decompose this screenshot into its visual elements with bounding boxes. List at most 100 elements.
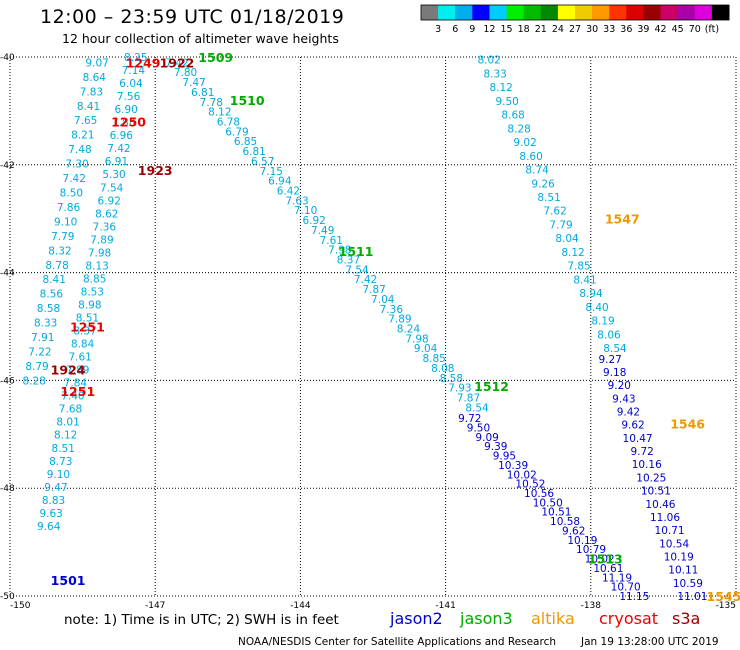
swh-value: 11.15: [619, 591, 649, 603]
colorbar-label: 3: [435, 24, 441, 35]
swh-value: 8.54: [603, 343, 627, 355]
pass-label: 1250: [111, 115, 146, 130]
lat-label: -40: [0, 53, 15, 63]
swh-value: 8.08: [431, 363, 454, 375]
swh-value: 7.48: [68, 144, 91, 156]
swh-value: 8.51: [76, 313, 99, 325]
swh-value: 8.58: [37, 303, 60, 315]
swh-value: 10.58: [550, 516, 580, 528]
axis-labels: -40 -42 -44 -46 -48 -50-150 -147 -144 -141 -138 -1…: [0, 53, 736, 611]
pass-labels: 1249 1922 1509 1510 1250 1923 1511 1547 1251 1924…: [51, 50, 740, 604]
swh-value: 11.06: [650, 512, 680, 524]
swh-value: 9.95: [493, 451, 516, 463]
swh-value: 8.19: [591, 316, 614, 328]
swh-value: 6.96: [110, 130, 134, 142]
colorbar-label: 70: [689, 24, 701, 35]
swh-value: 7.15: [260, 166, 283, 178]
swh-value: 7.42: [165, 57, 188, 69]
swh-value: 7.42: [107, 143, 130, 155]
colorbar-swatch: [557, 5, 576, 20]
pass-label: 1547: [605, 212, 640, 227]
pass-label: 1512: [474, 379, 509, 394]
swh-value: 8.41: [43, 274, 66, 286]
swh-value: 7.36: [93, 221, 117, 233]
colorbar-label: 18: [518, 24, 530, 35]
colorbar-swatch: [506, 5, 525, 20]
lat-label: -46: [0, 376, 15, 386]
swh-value: 8.41: [573, 274, 596, 286]
swh-value: 7.54: [100, 182, 124, 194]
swh-value: 7.56: [117, 91, 141, 103]
legend-jason3: jason3: [460, 609, 513, 628]
swh-value: 8.28: [507, 123, 530, 135]
colorbar-swatch: [626, 5, 644, 20]
swh-value: 7.88: [112, 117, 135, 129]
swh-value: 6.90: [114, 104, 137, 116]
swh-value: 8.37: [73, 326, 96, 338]
swh-value: 8.12: [489, 82, 512, 94]
swh-value: 6.57: [251, 156, 274, 168]
colorbar-swatch: [643, 5, 662, 20]
swh-value: 8.51: [52, 443, 75, 455]
swh-value: 6.91: [105, 156, 128, 168]
swh-value: 6.94: [268, 176, 292, 188]
colorbar-label: 27: [569, 24, 581, 35]
swh-value: 8.33: [483, 68, 506, 80]
swh-value: 8.33: [34, 318, 57, 330]
swh-value: 10.52: [515, 479, 545, 491]
swh-value: 10.02: [585, 554, 615, 566]
swh-value: 8.85: [422, 353, 445, 365]
swh-value: 7.93: [448, 383, 471, 395]
swh-value: 7.87: [457, 392, 480, 404]
map-grid: [9, 56, 737, 597]
swh-value: 10.46: [645, 499, 675, 511]
pass-label: 1510: [230, 93, 265, 108]
swh-value: 8.84: [71, 339, 95, 351]
swh-value: 8.13: [85, 260, 108, 272]
swh-value: 9.50: [495, 96, 518, 108]
swh-value: 6.79: [225, 126, 248, 138]
swh-value: 7.78: [200, 97, 223, 109]
lat-label: -42: [0, 161, 15, 171]
swh-value: 9.04: [414, 343, 438, 355]
swh-value: 8.12: [54, 430, 77, 442]
swh-value: 9.02: [513, 137, 536, 149]
swh-value: 7.04: [371, 294, 395, 306]
colorbar-label: 12: [483, 24, 495, 35]
legend-cryosat: cryosat: [599, 609, 659, 628]
swh-value: 8.24: [397, 324, 421, 336]
colorbar-frame: [420, 4, 730, 21]
swh-value: 8.53: [81, 286, 104, 298]
swh-value: 8.98: [78, 299, 101, 311]
pass-label: 1923: [138, 163, 173, 178]
swh-value: 7.89: [66, 365, 89, 377]
colorbar-label: 21: [535, 24, 547, 35]
lat-label: -50: [0, 592, 15, 602]
swh-value: 6.92: [302, 215, 325, 227]
swh-value: 7.61: [320, 235, 343, 247]
swh-value: 7.22: [28, 346, 51, 358]
swh-value: 7.14: [122, 65, 146, 77]
swh-value: 7.98: [88, 247, 111, 259]
swh-value: 9.43: [612, 393, 635, 405]
swh-value: 8.85: [83, 273, 106, 285]
swh-value: 7.85: [567, 261, 590, 273]
colorbar-swatch: [575, 5, 593, 20]
colorbar-label: 33: [603, 24, 615, 35]
credit: NOAA/NESDIS Center for Satellite Applica…: [238, 636, 556, 648]
pass-label: 1545: [707, 589, 740, 604]
swh-value: 6.81: [242, 146, 265, 158]
swh-value: 7.80: [174, 67, 197, 79]
swh-value: 9.10: [54, 216, 77, 228]
colorbar-swatch: [592, 5, 610, 20]
swh-value: 8.37: [337, 255, 360, 267]
swh-value: 6.85: [234, 136, 257, 148]
swh-value: 6.42: [277, 186, 300, 198]
swh-value: 10.56: [524, 488, 554, 500]
swh-value: 10.51: [541, 507, 571, 519]
legend-s3a: s3a: [672, 609, 701, 628]
swh-value: 7.54: [345, 264, 369, 276]
swh-value: 7.89: [388, 314, 411, 326]
pass-label: 1249: [126, 55, 161, 70]
swh-value: 9.62: [621, 420, 644, 432]
